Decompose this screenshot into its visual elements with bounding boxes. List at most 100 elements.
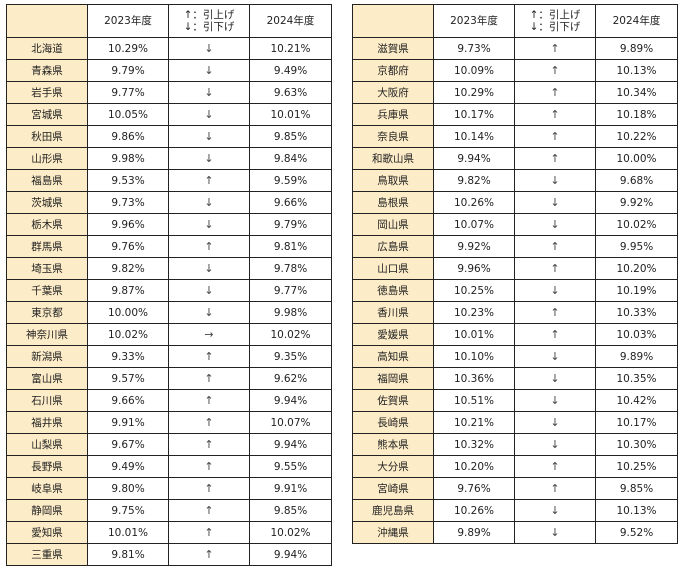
rate-2024-cell: 9.79%: [249, 213, 332, 236]
rate-2024-cell: 10.07%: [249, 411, 332, 434]
rate-2024-cell: 9.91%: [249, 477, 332, 500]
rate-2024-cell: 10.25%: [595, 455, 678, 478]
rate-2024-cell: 10.17%: [595, 411, 678, 434]
table-row: 岩手県 9.77% ↓ 9.63%: [6, 81, 332, 104]
prefecture-cell: 長野県: [6, 455, 88, 478]
change-arrow-icon: ↓: [514, 433, 596, 456]
change-arrow-icon: ↓: [168, 213, 250, 236]
rate-2023-cell: 9.76%: [87, 235, 169, 258]
table-row: 福島県 9.53% ↑ 9.59%: [6, 169, 332, 192]
rate-2023-cell: 10.01%: [87, 521, 169, 544]
change-arrow-icon: ↓: [514, 345, 596, 368]
rate-2023-cell: 10.17%: [433, 103, 515, 126]
table-row: 沖縄県 9.89% ↓ 9.52%: [352, 521, 678, 544]
change-arrow-icon: ↓: [168, 301, 250, 324]
rate-2023-cell: 9.82%: [433, 169, 515, 192]
prefecture-cell: 岐阜県: [6, 477, 88, 500]
prefecture-cell: 奈良県: [352, 125, 434, 148]
table-row: 神奈川県 10.02% → 10.02%: [6, 323, 332, 346]
rate-2023-cell: 9.49%: [87, 455, 169, 478]
header-2023: 2023年度: [87, 4, 169, 38]
prefecture-cell: 富山県: [6, 367, 88, 390]
rate-2024-cell: 10.02%: [595, 213, 678, 236]
rate-2024-cell: 9.94%: [249, 389, 332, 412]
change-arrow-icon: ↑: [514, 125, 596, 148]
table-row: 滋賀県 9.73% ↑ 9.89%: [352, 37, 678, 60]
table-row: 徳島県 10.25% ↓ 10.19%: [352, 279, 678, 302]
rate-2023-cell: 9.98%: [87, 147, 169, 170]
change-arrow-icon: ↑: [168, 543, 250, 566]
rate-2024-cell: 9.85%: [595, 477, 678, 500]
table-row: 富山県 9.57% ↑ 9.62%: [6, 367, 332, 390]
rate-2024-cell: 9.68%: [595, 169, 678, 192]
table-row: 愛媛県 10.01% ↑ 10.03%: [352, 323, 678, 346]
prefecture-cell: 群馬県: [6, 235, 88, 258]
change-arrow-icon: ↑: [168, 169, 250, 192]
change-arrow-icon: ↓: [168, 257, 250, 280]
change-arrow-icon: ↓: [168, 37, 250, 60]
rate-2024-cell: 9.89%: [595, 345, 678, 368]
rate-2024-cell: 9.81%: [249, 235, 332, 258]
change-arrow-icon: ↓: [514, 169, 596, 192]
rate-2023-cell: 9.79%: [87, 59, 169, 82]
prefecture-cell: 和歌山県: [352, 147, 434, 170]
change-arrow-icon: ↑: [168, 345, 250, 368]
change-arrow-icon: ↑: [168, 411, 250, 434]
rate-2023-cell: 10.14%: [433, 125, 515, 148]
header-legend: ↑：引上げ ↓：引下げ: [514, 4, 596, 38]
rate-2023-cell: 9.96%: [87, 213, 169, 236]
rate-table-left: 2023年度 ↑：引上げ ↓：引下げ 2024年度 北海道 10.29% ↓ 10.2…: [6, 4, 332, 566]
prefecture-cell: 栃木県: [6, 213, 88, 236]
rate-2023-cell: 9.75%: [87, 499, 169, 522]
header-row: 2023年度 ↑：引上げ ↓：引下げ 2024年度: [352, 4, 678, 38]
table-row: 山梨県 9.67% ↑ 9.94%: [6, 433, 332, 456]
table-row: 東京都 10.00% ↓ 9.98%: [6, 301, 332, 324]
prefecture-cell: 北海道: [6, 37, 88, 60]
table-row: 宮城県 10.05% ↓ 10.01%: [6, 103, 332, 126]
prefecture-cell: 長崎県: [352, 411, 434, 434]
rate-2023-cell: 9.91%: [87, 411, 169, 434]
rate-2024-cell: 10.13%: [595, 499, 678, 522]
prefecture-cell: 山形県: [6, 147, 88, 170]
change-arrow-icon: ↓: [168, 59, 250, 82]
change-arrow-icon: ↑: [514, 477, 596, 500]
rate-2024-cell: 9.52%: [595, 521, 678, 544]
rate-2023-cell: 10.25%: [433, 279, 515, 302]
rate-2023-cell: 10.01%: [433, 323, 515, 346]
rate-2023-cell: 10.02%: [87, 323, 169, 346]
table-row: 島根県 10.26% ↓ 9.92%: [352, 191, 678, 214]
table-row: 奈良県 10.14% ↑ 10.22%: [352, 125, 678, 148]
table-row: 茨城県 9.73% ↓ 9.66%: [6, 191, 332, 214]
change-arrow-icon: ↑: [168, 499, 250, 522]
prefecture-cell: 香川県: [352, 301, 434, 324]
table-row: 千葉県 9.87% ↓ 9.77%: [6, 279, 332, 302]
table-row: 岡山県 10.07% ↓ 10.02%: [352, 213, 678, 236]
prefecture-cell: 山口県: [352, 257, 434, 280]
rate-2024-cell: 9.89%: [595, 37, 678, 60]
change-arrow-icon: ↑: [514, 59, 596, 82]
rate-2024-cell: 9.95%: [595, 235, 678, 258]
change-arrow-icon: ↑: [168, 455, 250, 478]
table-row: 京都府 10.09% ↑ 10.13%: [352, 59, 678, 82]
rate-2023-cell: 9.57%: [87, 367, 169, 390]
rate-2024-cell: 10.33%: [595, 301, 678, 324]
table-row: 熊本県 10.32% ↓ 10.30%: [352, 433, 678, 456]
prefecture-cell: 青森県: [6, 59, 88, 82]
change-arrow-icon: ↑: [168, 433, 250, 456]
table-row: 静岡県 9.75% ↑ 9.85%: [6, 499, 332, 522]
rate-2023-cell: 9.33%: [87, 345, 169, 368]
rate-2023-cell: 9.67%: [87, 433, 169, 456]
prefecture-cell: 神奈川県: [6, 323, 88, 346]
rate-2023-cell: 9.66%: [87, 389, 169, 412]
change-arrow-icon: ↓: [168, 279, 250, 302]
rate-2023-cell: 9.76%: [433, 477, 515, 500]
table-row: 兵庫県 10.17% ↑ 10.18%: [352, 103, 678, 126]
table-row: 福岡県 10.36% ↓ 10.35%: [352, 367, 678, 390]
prefecture-cell: 茨城県: [6, 191, 88, 214]
table-row: 長崎県 10.21% ↓ 10.17%: [352, 411, 678, 434]
rate-2024-cell: 9.94%: [249, 543, 332, 566]
table-row: 佐賀県 10.51% ↓ 10.42%: [352, 389, 678, 412]
rate-2024-cell: 9.98%: [249, 301, 332, 324]
prefecture-cell: 宮城県: [6, 103, 88, 126]
header-row: 2023年度 ↑：引上げ ↓：引下げ 2024年度: [6, 4, 332, 38]
